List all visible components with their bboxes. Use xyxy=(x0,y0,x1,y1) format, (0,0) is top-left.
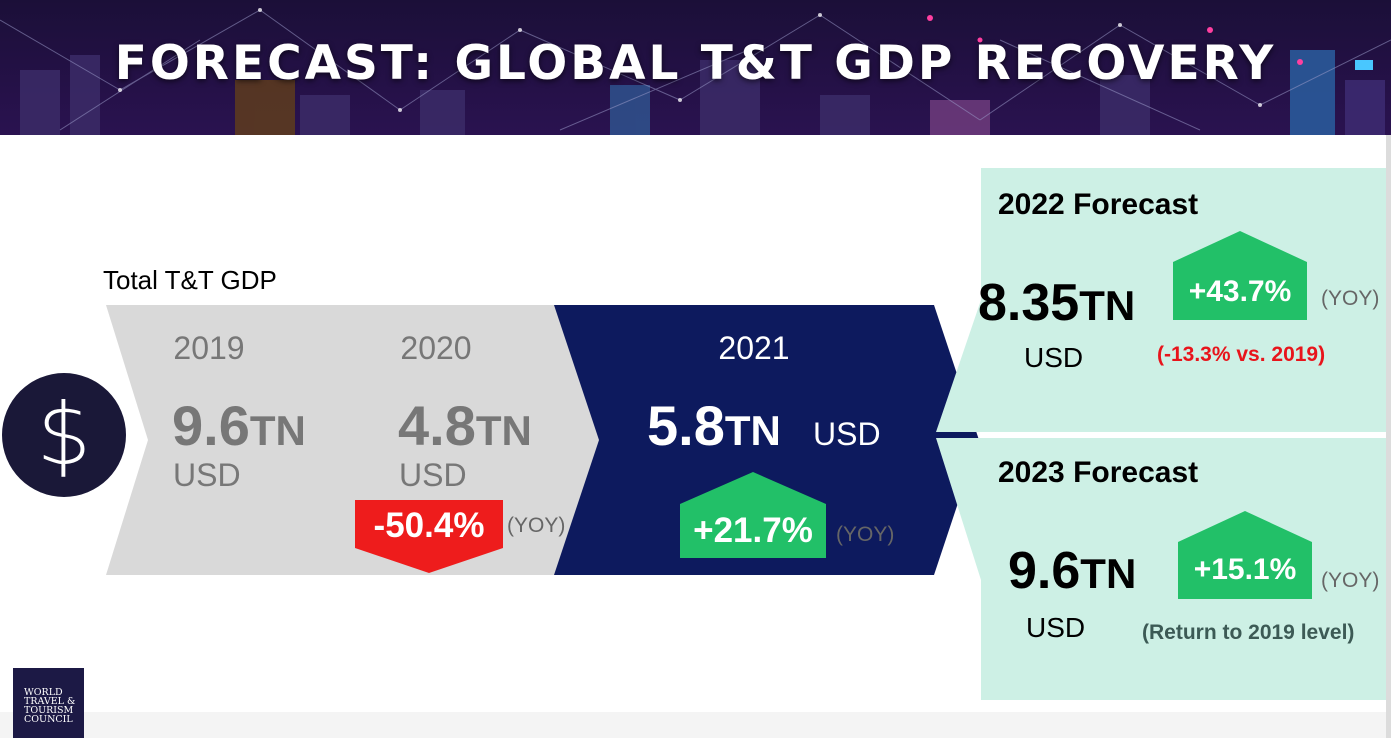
forecast-2023-note: (Return to 2019 level) xyxy=(1142,621,1355,644)
change-badge-2020-shape xyxy=(355,500,503,573)
wttc-logo: WORLD TRAVEL & TOURISM COUNCIL xyxy=(13,668,84,738)
yoy-label-2021: (YOY) xyxy=(836,523,895,546)
change-2021: +21.7% xyxy=(693,511,813,550)
year-2019: 2019 xyxy=(173,330,245,366)
metric-label: Total T&T GDP xyxy=(103,265,277,295)
logo-line: COUNCIL xyxy=(24,714,73,725)
currency-2020: USD xyxy=(399,457,467,493)
forecast-2022-change: +43.7% xyxy=(1188,275,1292,308)
arrow-2019 xyxy=(106,305,350,575)
change-2020: -50.4% xyxy=(373,506,485,545)
year-2020: 2020 xyxy=(400,330,472,366)
page-title: FORECAST: GLOBAL T&T GDP RECOVERY xyxy=(114,36,1277,91)
forecast-2022-title: 2022 Forecast xyxy=(998,188,1199,221)
yoy-label-2020: (YOY) xyxy=(507,514,566,537)
forecast-2023-value: 9.6TN xyxy=(1008,542,1137,600)
forecast-2022-yoy-label: (YOY) xyxy=(1321,287,1380,310)
right-edge-strip xyxy=(1386,135,1391,738)
forecast-2023-currency: USD xyxy=(1026,612,1086,643)
header-banner: FORECAST: GLOBAL T&T GDP RECOVERY xyxy=(0,0,1391,135)
year-2021: 2021 xyxy=(718,330,790,366)
value-2019: 9.6TN xyxy=(172,394,306,457)
logo-line: WORLD xyxy=(24,687,63,698)
logo-line: TOURISM xyxy=(24,705,74,716)
value-2021: 5.8TN xyxy=(647,394,781,457)
bottom-band xyxy=(0,712,1386,738)
forecast-2023-yoy-label: (YOY) xyxy=(1321,569,1380,592)
forecast-2023-panel xyxy=(936,438,1386,700)
forecast-2022-currency: USD xyxy=(1024,342,1084,373)
city-network-background xyxy=(0,0,1391,135)
currency-2021: USD xyxy=(813,416,881,452)
change-badge-2022-shape xyxy=(1173,231,1307,320)
forecast-2022-note: (-13.3% vs. 2019) xyxy=(1157,343,1326,366)
value-2020: 4.8TN xyxy=(398,394,532,457)
currency-2019: USD xyxy=(173,457,241,493)
change-badge-2023-shape xyxy=(1178,511,1312,599)
dollar-icon: $ xyxy=(2,373,126,497)
forecast-2023-title: 2023 Forecast xyxy=(998,456,1199,489)
forecast-2022-value: 8.35TN xyxy=(978,274,1136,332)
change-badge-2021-shape xyxy=(680,472,826,558)
forecast-2023-change: +15.1% xyxy=(1193,553,1297,586)
arrow-2021 xyxy=(554,305,979,575)
logo-line: TRAVEL & xyxy=(24,696,76,707)
forecast-2022-panel xyxy=(936,168,1386,432)
